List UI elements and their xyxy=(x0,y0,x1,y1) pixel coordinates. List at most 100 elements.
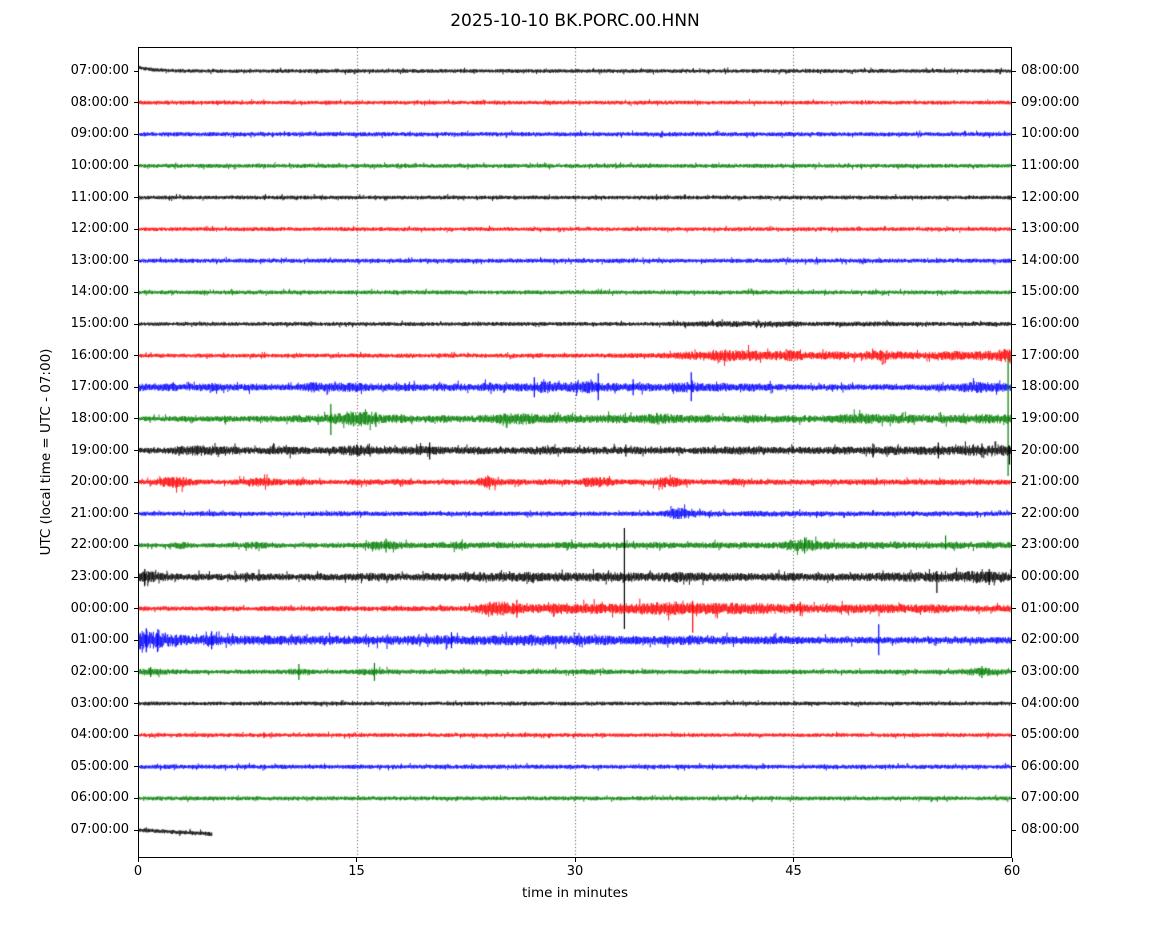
left-axis-tick xyxy=(134,734,138,736)
left-axis-tick xyxy=(134,703,138,704)
left-time-label: 13:00:00 xyxy=(70,252,129,268)
right-axis-tick xyxy=(1012,133,1016,135)
left-time-label: 20:00:00 xyxy=(70,474,129,490)
right-axis-tick xyxy=(1012,355,1016,357)
plot-frame xyxy=(138,47,1012,858)
right-time-label: 00:00:00 xyxy=(1021,569,1080,584)
x-axis-tick xyxy=(574,858,576,862)
right-axis-tick xyxy=(1012,481,1016,483)
left-axis-tick xyxy=(134,481,138,483)
x-tick-label: 0 xyxy=(133,864,143,879)
x-tick-label: 15 xyxy=(348,864,365,879)
left-time-label: 14:00:00 xyxy=(70,284,129,300)
left-time-label: 03:00:00 xyxy=(70,695,129,711)
left-axis-tick xyxy=(134,766,138,768)
right-time-label: 11:00:00 xyxy=(1021,157,1080,173)
right-time-label: 04:00:00 xyxy=(1021,695,1080,711)
left-axis-tick xyxy=(134,386,138,388)
left-axis-tick xyxy=(134,70,138,72)
left-time-label: 21:00:00 xyxy=(70,505,129,521)
left-axis-tick xyxy=(134,323,138,325)
right-axis-tick xyxy=(1012,450,1016,451)
left-time-label: 00:00:00 xyxy=(70,600,129,616)
left-time-label: 10:00:00 xyxy=(70,157,129,173)
right-axis-tick xyxy=(1012,734,1016,736)
left-axis-tick xyxy=(134,102,138,104)
left-time-label: 01:00:00 xyxy=(70,632,129,648)
right-time-label: 20:00:00 xyxy=(1021,442,1080,458)
right-time-label: 22:00:00 xyxy=(1021,505,1080,521)
left-axis-tick xyxy=(134,576,138,578)
left-axis-tick xyxy=(134,450,138,451)
right-time-label: 13:00:00 xyxy=(1021,221,1080,237)
right-time-label: 08:00:00 xyxy=(1021,822,1080,837)
left-axis-tick xyxy=(134,291,138,293)
right-axis-tick xyxy=(1012,197,1016,198)
right-axis-tick xyxy=(1012,703,1016,704)
left-time-label: 19:00:00 xyxy=(70,442,129,458)
right-axis-tick xyxy=(1012,260,1016,262)
right-time-label: 16:00:00 xyxy=(1021,316,1080,331)
right-axis-tick xyxy=(1012,418,1016,420)
right-time-label: 14:00:00 xyxy=(1021,252,1080,268)
left-time-label: 16:00:00 xyxy=(70,347,129,363)
chart-title: 2025-10-10 BK.PORC.00.HNN xyxy=(450,11,700,31)
left-axis-tick xyxy=(134,639,138,641)
x-axis-label: time in minutes xyxy=(521,885,629,901)
left-time-label: 18:00:00 xyxy=(70,410,129,426)
right-axis-tick xyxy=(1012,797,1016,799)
left-axis-tick xyxy=(134,355,138,357)
right-time-label: 09:00:00 xyxy=(1021,94,1080,110)
helicorder-canvas xyxy=(139,48,1011,857)
left-time-label: 08:00:00 xyxy=(70,94,129,110)
left-axis-tick xyxy=(134,260,138,262)
right-time-label: 15:00:00 xyxy=(1021,284,1080,300)
right-axis-tick xyxy=(1012,70,1016,72)
left-time-label: 12:00:00 xyxy=(70,221,129,237)
right-axis-tick xyxy=(1012,291,1016,293)
left-axis-tick xyxy=(134,228,138,230)
right-axis-tick xyxy=(1012,576,1016,578)
right-axis-tick xyxy=(1012,386,1016,388)
x-tick-label: 60 xyxy=(1003,864,1021,879)
left-time-label: 11:00:00 xyxy=(70,189,129,205)
left-axis-tick xyxy=(134,197,138,198)
right-time-label: 07:00:00 xyxy=(1021,790,1080,806)
left-time-label: 09:00:00 xyxy=(70,126,129,142)
right-time-label: 23:00:00 xyxy=(1021,537,1080,553)
left-time-label: 17:00:00 xyxy=(70,379,129,395)
right-time-label: 05:00:00 xyxy=(1021,727,1080,743)
x-tick-label: 45 xyxy=(785,864,802,879)
left-time-label: 05:00:00 xyxy=(70,758,129,774)
left-axis-tick xyxy=(134,165,138,167)
right-time-label: 17:00:00 xyxy=(1021,347,1080,363)
x-axis-tick xyxy=(137,858,139,862)
left-time-label: 02:00:00 xyxy=(70,663,129,679)
left-axis-tick xyxy=(134,513,138,515)
right-time-label: 19:00:00 xyxy=(1021,410,1080,426)
right-axis-tick xyxy=(1012,228,1016,230)
right-time-label: 21:00:00 xyxy=(1021,474,1080,490)
left-time-label: 07:00:00 xyxy=(70,822,129,837)
x-tick-label: 30 xyxy=(566,864,584,879)
x-axis-tick xyxy=(793,858,794,862)
left-time-label: 04:00:00 xyxy=(70,727,129,743)
left-axis-tick xyxy=(134,797,138,799)
right-axis-tick xyxy=(1012,639,1016,641)
x-axis-tick xyxy=(356,858,357,862)
right-time-label: 03:00:00 xyxy=(1021,663,1080,679)
left-time-label: 07:00:00 xyxy=(70,63,129,78)
right-axis-tick xyxy=(1012,102,1016,104)
left-time-label: 15:00:00 xyxy=(70,316,129,331)
right-time-label: 02:00:00 xyxy=(1021,632,1080,648)
left-axis-tick xyxy=(134,671,138,673)
right-axis-tick xyxy=(1012,608,1016,610)
left-axis-tick xyxy=(134,544,138,546)
right-time-label: 06:00:00 xyxy=(1021,758,1080,774)
right-time-label: 01:00:00 xyxy=(1021,600,1080,616)
left-axis-tick xyxy=(134,608,138,610)
right-time-label: 10:00:00 xyxy=(1021,126,1080,142)
right-axis-tick xyxy=(1012,513,1016,515)
left-axis-tick xyxy=(134,418,138,420)
left-axis-tick xyxy=(134,133,138,135)
